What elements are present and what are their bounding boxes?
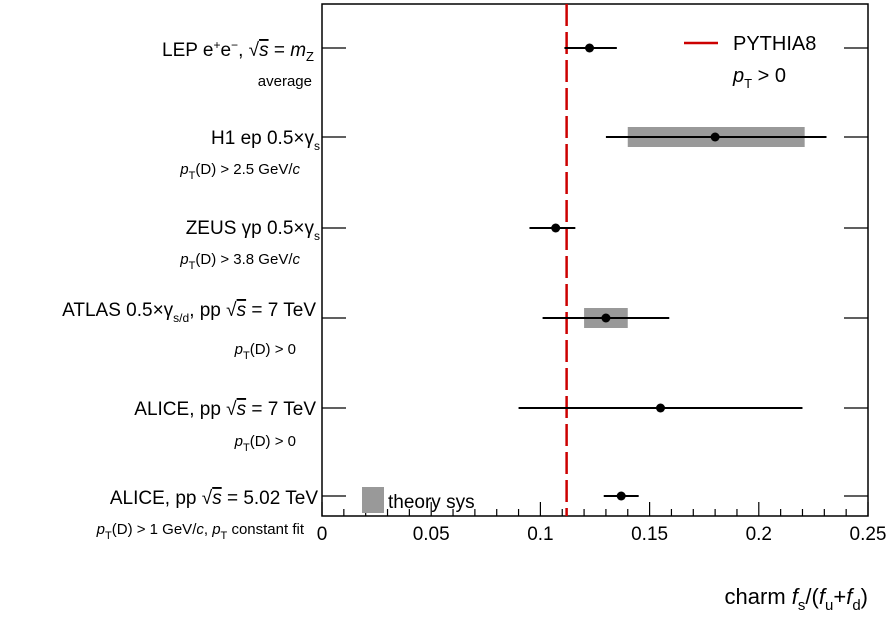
x-tick-label: 0.15 — [631, 524, 668, 545]
x-tick-label: 0.05 — [413, 524, 450, 545]
x-tick-label: 0.1 — [527, 524, 553, 545]
theory-sys-label: theory sys — [388, 492, 475, 513]
theory-sys-swatch — [362, 487, 384, 513]
label-lep: LEP e+e−, √s = mZ — [162, 38, 314, 64]
label-alice502: ALICE, pp √s = 5.02 TeV — [110, 488, 318, 509]
data-point — [710, 132, 720, 142]
label-h1: H1 ep 0.5×γs — [211, 128, 320, 153]
x-tick-label: 0.2 — [746, 524, 772, 545]
sublabel-h1: pT(D) > 2.5 GeV/c — [179, 161, 300, 182]
sublabel-alice7: pT(D) > 0 — [234, 433, 296, 454]
data-point — [551, 223, 561, 233]
data-point — [585, 43, 595, 53]
data-point — [616, 491, 626, 501]
label-atlas: ATLAS 0.5×γs/d, pp √s = 7 TeV — [62, 300, 316, 325]
legend-pythia-label: PYTHIA8 — [733, 33, 816, 55]
data-point — [656, 403, 666, 413]
legend-condition: pT > 0 — [732, 65, 786, 91]
x-tick-label: 0 — [317, 524, 328, 545]
legend: PYTHIA8 pT > 0 — [684, 33, 816, 91]
data-point — [601, 313, 611, 323]
sublabel-alice502: pT(D) > 1 GeV/c, pT constant fit — [96, 521, 305, 542]
x-tick-label: 0.25 — [850, 524, 887, 545]
label-zeus: ZEUS γp 0.5×γs — [186, 218, 320, 243]
theory-sys-legend: theory sys — [362, 487, 475, 513]
category-labels: LEP e+e−, √s = mZ average H1 ep 0.5×γs p… — [62, 38, 320, 542]
label-alice7: ALICE, pp √s = 7 TeV — [134, 399, 316, 420]
sublabel-zeus: pT(D) > 3.8 GeV/c — [179, 251, 300, 272]
sublabel-atlas: pT(D) > 0 — [234, 341, 296, 362]
sublabel-lep: average — [258, 73, 312, 90]
plot-frame — [321, 3, 869, 517]
x-axis-title: charm fs/(fu+fd) — [725, 584, 868, 614]
